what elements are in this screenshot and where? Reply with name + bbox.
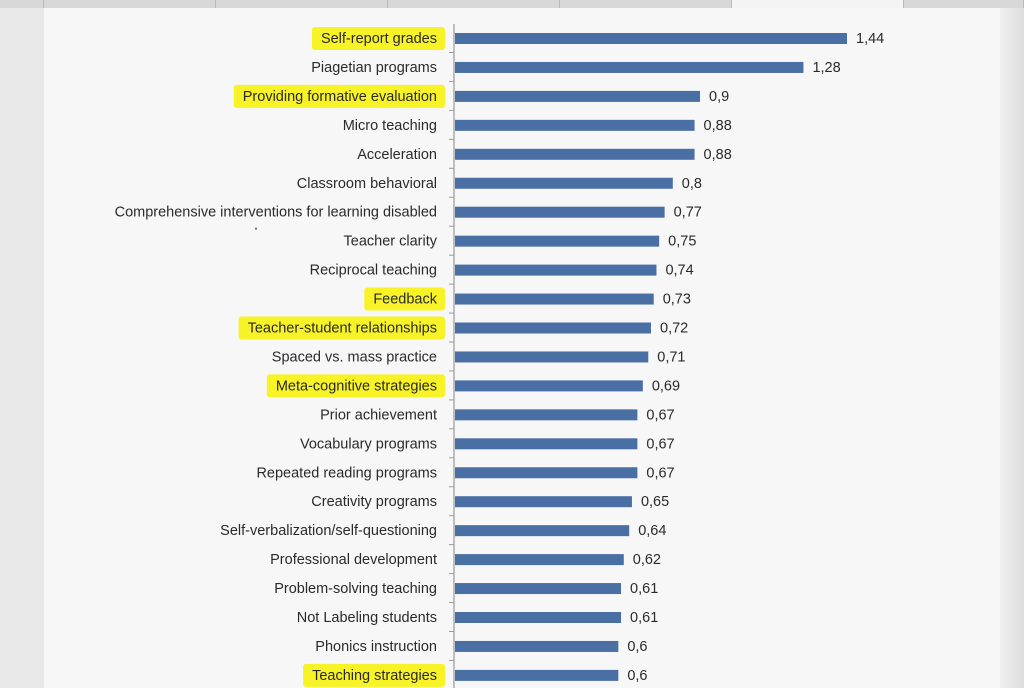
- bar: [455, 293, 654, 305]
- highlight-mark: [233, 84, 445, 108]
- value-label: 0,9: [709, 89, 729, 105]
- category-label: Meta-cognitive strategies: [276, 378, 437, 394]
- value-label: 0,8: [682, 176, 702, 192]
- bar: [455, 640, 619, 652]
- bar: [455, 148, 695, 160]
- category-label: Self-verbalization/self-questioning: [220, 523, 437, 539]
- category-label: Providing formative evaluation: [243, 89, 437, 105]
- value-label: 0,61: [630, 581, 658, 597]
- value-label: 1,28: [812, 60, 840, 76]
- value-label: 0,67: [646, 465, 674, 481]
- bar: [455, 264, 657, 276]
- bar: [455, 33, 847, 44]
- bar: [455, 496, 632, 508]
- bar: [455, 669, 619, 681]
- bar: [455, 119, 695, 131]
- category-label: Spaced vs. mass practice: [272, 349, 437, 365]
- highlight-mark: [364, 287, 445, 311]
- bar: [455, 206, 665, 218]
- value-label: 0,62: [633, 552, 661, 568]
- category-label: Repeated reading programs: [256, 465, 437, 481]
- category-label: Piagetian programs: [311, 60, 437, 76]
- bar: [455, 467, 638, 479]
- bars-layer: [455, 33, 847, 681]
- category-label: Not Labeling students: [297, 610, 437, 626]
- highlight-mark: [266, 374, 445, 398]
- category-label: Reciprocal teaching: [310, 263, 437, 279]
- value-label: 0,67: [646, 436, 674, 452]
- value-label: 0,64: [638, 523, 666, 539]
- category-label: Self-report grades: [321, 31, 437, 47]
- value-label: 0,69: [652, 378, 680, 394]
- right-edge-shade: [1000, 8, 1024, 688]
- highlight-mark: [311, 27, 445, 50]
- category-label: Teacher clarity: [344, 234, 438, 250]
- category-label: Vocabulary programs: [300, 436, 437, 452]
- top-strip-segment-active: [732, 0, 904, 8]
- value-label: 0,72: [660, 321, 688, 337]
- bar: [455, 61, 804, 73]
- bar: [455, 438, 638, 450]
- value-label: 0,88: [704, 118, 732, 134]
- bar: [455, 322, 651, 334]
- highlight-layer: [233, 27, 445, 687]
- category-label: Comprehensive interventions for learning…: [115, 205, 437, 221]
- highlight-mark: [303, 663, 445, 687]
- category-label: Micro teaching: [343, 118, 437, 134]
- bar: [455, 525, 630, 537]
- bar: [455, 235, 660, 247]
- value-label: 0,73: [663, 292, 691, 308]
- top-strip-segment: [216, 0, 388, 8]
- value-label: 0,65: [641, 494, 669, 510]
- category-label: Prior achievement: [320, 407, 437, 423]
- value-label: 0,75: [668, 234, 696, 250]
- value-label: 0,6: [627, 668, 647, 684]
- bar: [455, 612, 622, 623]
- top-strip-segment: [388, 0, 560, 8]
- stray-dot: [254, 227, 258, 230]
- value-label: 0,61: [630, 610, 658, 626]
- bar: [455, 380, 643, 392]
- value-labels-layer: 1,441,280,90,880,880,80,770,750,740,730,…: [627, 31, 884, 684]
- top-strip-segment: [560, 0, 732, 8]
- value-label: 0,74: [665, 263, 693, 279]
- value-label: 0,77: [674, 205, 702, 221]
- category-label: Acceleration: [357, 147, 437, 163]
- value-label: 0,71: [657, 349, 685, 365]
- bar: [455, 409, 638, 421]
- top-strip-segment: [44, 0, 216, 8]
- value-label: 0,88: [704, 147, 732, 163]
- bar: [455, 351, 649, 363]
- category-label: Feedback: [373, 292, 437, 308]
- value-label: 0,67: [646, 407, 674, 423]
- category-label: Teaching strategies: [312, 668, 437, 684]
- bar: [455, 583, 622, 595]
- category-labels-layer: Self-report grades Piagetian programs Prov…: [115, 31, 438, 684]
- category-label: Classroom behavioral: [297, 176, 437, 192]
- bar: [455, 177, 673, 189]
- category-label: Teacher-student relationships: [248, 321, 437, 337]
- bar: [455, 554, 624, 566]
- value-label: 1,44: [856, 31, 884, 47]
- category-label: Problem-solving teaching: [274, 581, 437, 597]
- value-label: 0,6: [627, 639, 647, 655]
- bar: [455, 90, 700, 102]
- highlight-mark: [238, 316, 445, 340]
- category-label: Creativity programs: [311, 494, 437, 510]
- category-label: Phonics instruction: [315, 639, 437, 655]
- y-axis: [449, 24, 455, 688]
- top-strip-segment: [0, 0, 44, 8]
- category-label: Professional development: [270, 552, 437, 568]
